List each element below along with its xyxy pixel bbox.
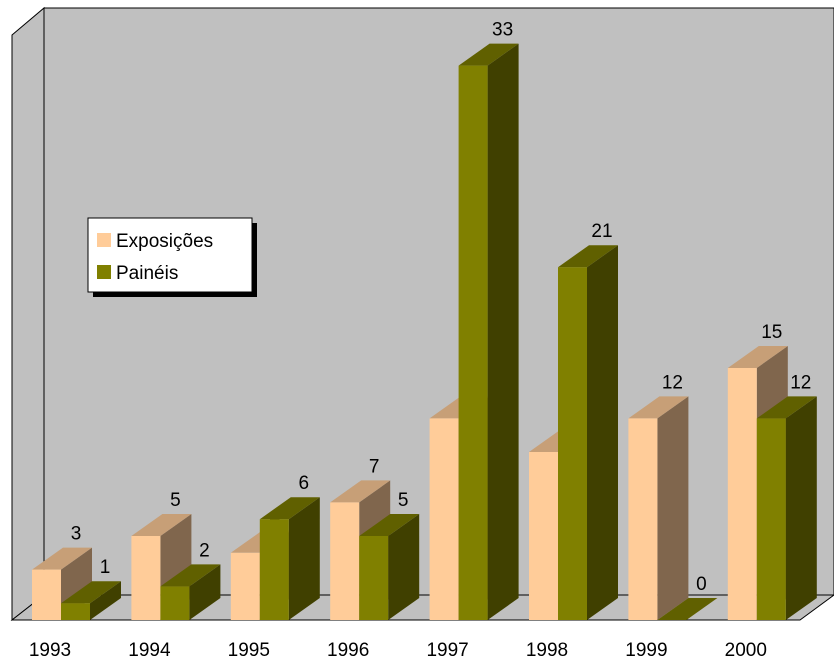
value-label: 12 — [662, 372, 683, 393]
bar-top — [657, 598, 718, 620]
bar-top — [160, 564, 221, 587]
bar-front — [529, 452, 558, 620]
x-tick-label: 1993 — [29, 640, 71, 661]
legend-label: Exposições — [116, 231, 213, 252]
bar-front — [330, 502, 360, 620]
bar-top — [756, 396, 817, 419]
bar — [558, 245, 618, 620]
bar-top — [458, 43, 519, 66]
legend: Exposições Painéis — [87, 217, 257, 297]
value-label: 0 — [696, 574, 707, 595]
value-label: 1 — [100, 557, 111, 578]
bar-front — [727, 368, 757, 620]
bar-side — [288, 497, 320, 620]
x-tick-label: 1995 — [228, 640, 270, 661]
bar — [628, 396, 689, 620]
bar-top — [259, 497, 320, 520]
bar-front — [628, 418, 658, 620]
bar-front — [259, 519, 289, 620]
bar-side — [587, 245, 618, 620]
value-label: 15 — [761, 322, 782, 343]
value-label: 2 — [199, 540, 210, 561]
side-wall — [11, 6, 45, 622]
x-tick-label: 1994 — [128, 640, 171, 661]
value-label: 6 — [299, 473, 310, 494]
legend-swatch — [97, 265, 111, 279]
bar-front — [32, 569, 61, 620]
value-label: 21 — [591, 221, 612, 242]
value-label: 5 — [170, 490, 181, 511]
legend-box — [87, 217, 253, 293]
bar-front — [458, 65, 488, 621]
legend-swatch — [97, 233, 111, 247]
bar-front — [61, 603, 90, 620]
bar-side — [657, 396, 689, 620]
bar-front — [756, 418, 786, 620]
bar-top — [61, 581, 121, 604]
bar-side — [388, 514, 420, 620]
bar-side — [785, 396, 817, 620]
bar-side — [189, 564, 221, 620]
x-tick-label: 1999 — [625, 640, 667, 661]
bar — [61, 581, 121, 620]
bar — [259, 497, 320, 620]
bar-top — [32, 547, 92, 570]
bars: 3119935219944619957519961233199710211998… — [29, 20, 817, 661]
bar — [160, 564, 221, 620]
bar-top — [558, 245, 618, 268]
value-label: 5 — [398, 490, 409, 511]
bar — [756, 396, 817, 620]
bar-front — [160, 586, 190, 620]
bar-front — [558, 267, 587, 620]
bar-top — [359, 514, 420, 536]
bar-side — [90, 581, 121, 620]
x-tick-label: 1996 — [327, 640, 369, 661]
x-tick-label: 2000 — [725, 640, 767, 661]
legend-label: Painéis — [116, 263, 178, 284]
bar-top — [628, 396, 689, 419]
bar-front — [429, 418, 459, 620]
bar-top — [330, 480, 391, 503]
value-label: 12 — [790, 372, 811, 393]
value-label: 7 — [369, 456, 380, 477]
x-tick-label: 1998 — [526, 640, 568, 661]
bar-front — [131, 536, 161, 620]
bar — [458, 43, 519, 621]
bar — [657, 598, 718, 620]
bar-side — [487, 43, 519, 621]
bar — [359, 514, 420, 620]
x-tick-label: 1997 — [426, 640, 468, 661]
bar-front — [230, 552, 260, 620]
bar-front — [359, 536, 389, 620]
value-label: 3 — [71, 524, 82, 545]
value-label: 33 — [492, 20, 513, 41]
bar-top — [131, 514, 192, 536]
bar-top — [727, 346, 788, 368]
